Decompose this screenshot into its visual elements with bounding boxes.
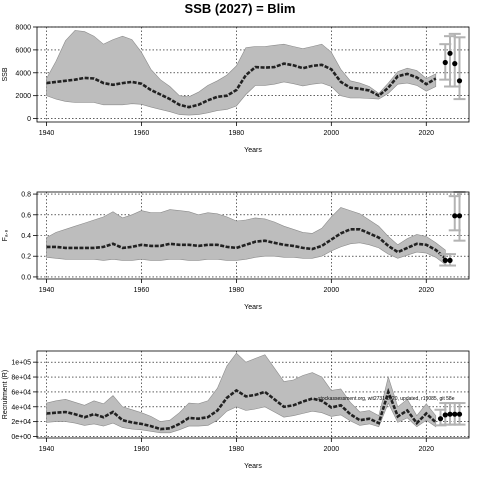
chart-panel-2: 1940 1960 1980 2000 2020 0.0 0.2 0.4 0.6 0.8 Years… (2, 191, 470, 311)
x-tick-label: 1960 (134, 130, 150, 137)
projection-point (452, 213, 458, 219)
projection-point (456, 411, 463, 417)
x-axis-label: Years (244, 147, 262, 154)
projection-point (456, 213, 463, 219)
chart-panels: 1940 1960 1980 2000 2020 0 2000 4000 6000 8000 Yea… (2, 25, 470, 470)
x-tick-label: 1980 (229, 287, 245, 294)
median-line (46, 228, 447, 260)
median-line (46, 62, 437, 109)
confidence-band (46, 30, 437, 116)
x-axis-label: Years (244, 304, 262, 311)
y-axis-label: SSB (2, 67, 9, 81)
chart-panel-1: 1940 1960 1980 2000 2020 0 2000 4000 6000 8000 Yea… (2, 25, 470, 154)
projection-point (442, 412, 448, 418)
y-tick-label: 0.0 (21, 274, 31, 281)
x-tick-label: 1980 (229, 130, 245, 137)
y-axis-label: Fₐ.₈ (2, 230, 9, 242)
projection-point (447, 257, 453, 263)
x-tick-label: 1960 (134, 446, 150, 453)
y-tick-label: 6000 (15, 47, 31, 54)
projection-point (447, 411, 453, 417)
y-tick-label: 0.8 (21, 192, 31, 199)
projection-point (452, 411, 458, 417)
y-tick-label: 0 (27, 116, 31, 123)
x-tick-label: 2000 (324, 130, 340, 137)
projection-point (452, 61, 458, 67)
source-annotation: stockassessment.org, wit2731 2020, updat… (318, 396, 455, 402)
median-line (46, 387, 437, 431)
x-tick-label: 2020 (418, 287, 434, 294)
y-axis-label: Recruitment (R) (2, 370, 9, 419)
plot-frame (36, 350, 470, 439)
y-tick-label: 8000 (15, 25, 31, 32)
y-tick-label: 0e+00 (11, 434, 31, 441)
projection-point (447, 50, 453, 56)
x-tick-label: 2020 (418, 130, 434, 137)
projection-point (442, 257, 448, 263)
y-tick-label: 2e+04 (11, 419, 31, 426)
x-tick-label: 1940 (39, 130, 55, 137)
y-tick-label: 1e+05 (11, 360, 31, 367)
x-tick-label: 1960 (134, 287, 150, 294)
y-tick-label: 4000 (15, 70, 31, 77)
chart-panel-3: 1940 1960 1980 2000 2020 0e+00 2e+04 4e+04 6e+04… (2, 350, 470, 470)
projection-point (437, 416, 444, 422)
x-tick-label: 2020 (418, 446, 434, 453)
y-tick-label: 2000 (15, 93, 31, 100)
y-tick-label: 0.4 (21, 233, 31, 240)
y-tick-label: 0.2 (21, 254, 31, 261)
y-tick-label: 6e+04 (11, 389, 31, 396)
x-tick-label: 2000 (324, 287, 340, 294)
x-tick-label: 2000 (324, 446, 340, 453)
x-tick-label: 1940 (39, 287, 55, 294)
plot-frame (36, 26, 470, 123)
y-tick-label: 4e+04 (11, 404, 31, 411)
projection-point (456, 78, 463, 84)
projection-point (442, 59, 448, 66)
confidence-band (46, 207, 446, 266)
x-axis-label: Years (244, 463, 262, 470)
y-tick-label: 0.6 (21, 212, 31, 219)
y-tick-label: 8e+04 (11, 375, 31, 382)
x-tick-label: 1940 (39, 446, 55, 453)
figure-title: SSB (2027) = Blim (185, 1, 296, 16)
x-tick-label: 1980 (229, 446, 245, 453)
